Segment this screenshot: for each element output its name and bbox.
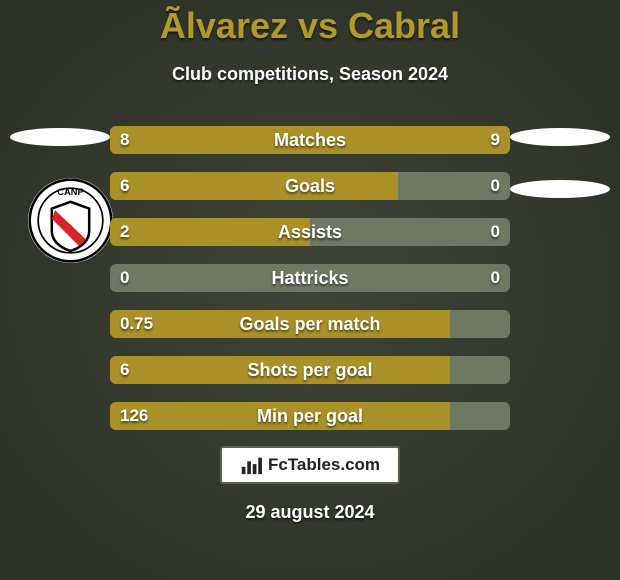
bar-chart-icon	[240, 454, 262, 476]
comparison-infographic: Ãlvarez vs Cabral Club competitions, Sea…	[0, 0, 620, 580]
bar-fill-left	[110, 172, 398, 200]
stat-bar-row: Goals60	[110, 172, 510, 200]
team-left-placeholder-icon	[10, 128, 110, 146]
club-shield-icon: CANP	[28, 178, 113, 263]
stat-bar-row: Assists20	[110, 218, 510, 246]
bar-fill-left	[110, 126, 298, 154]
page-title: Ãlvarez vs Cabral	[0, 8, 620, 44]
bar-fill-right	[298, 126, 510, 154]
bar-fill-left	[110, 356, 450, 384]
bar-fill-left	[110, 402, 450, 430]
bar-track	[110, 264, 510, 292]
source-badge: FcTables.com	[220, 446, 400, 484]
team-right-placeholder-2-icon	[510, 180, 610, 198]
stat-bar-row: Goals per match0.75	[110, 310, 510, 338]
bar-fill-left	[110, 218, 310, 246]
stats-bar-group: Matches89 Goals60 Assists20 Hattricks00 Goal…	[110, 126, 510, 430]
team-right-placeholder-icon	[510, 128, 610, 146]
source-badge-label: FcTables.com	[268, 455, 380, 475]
subtitle: Club competitions, Season 2024	[0, 64, 620, 85]
svg-text:CANP: CANP	[57, 187, 83, 197]
team-left-emblem: CANP	[28, 178, 113, 263]
stat-bar-row: Shots per goal6	[110, 356, 510, 384]
stat-bar-row: Hattricks00	[110, 264, 510, 292]
bar-fill-left	[110, 310, 450, 338]
stat-bar-row: Matches89	[110, 126, 510, 154]
stat-bar-row: Min per goal126	[110, 402, 510, 430]
date-caption: 29 august 2024	[0, 502, 620, 523]
